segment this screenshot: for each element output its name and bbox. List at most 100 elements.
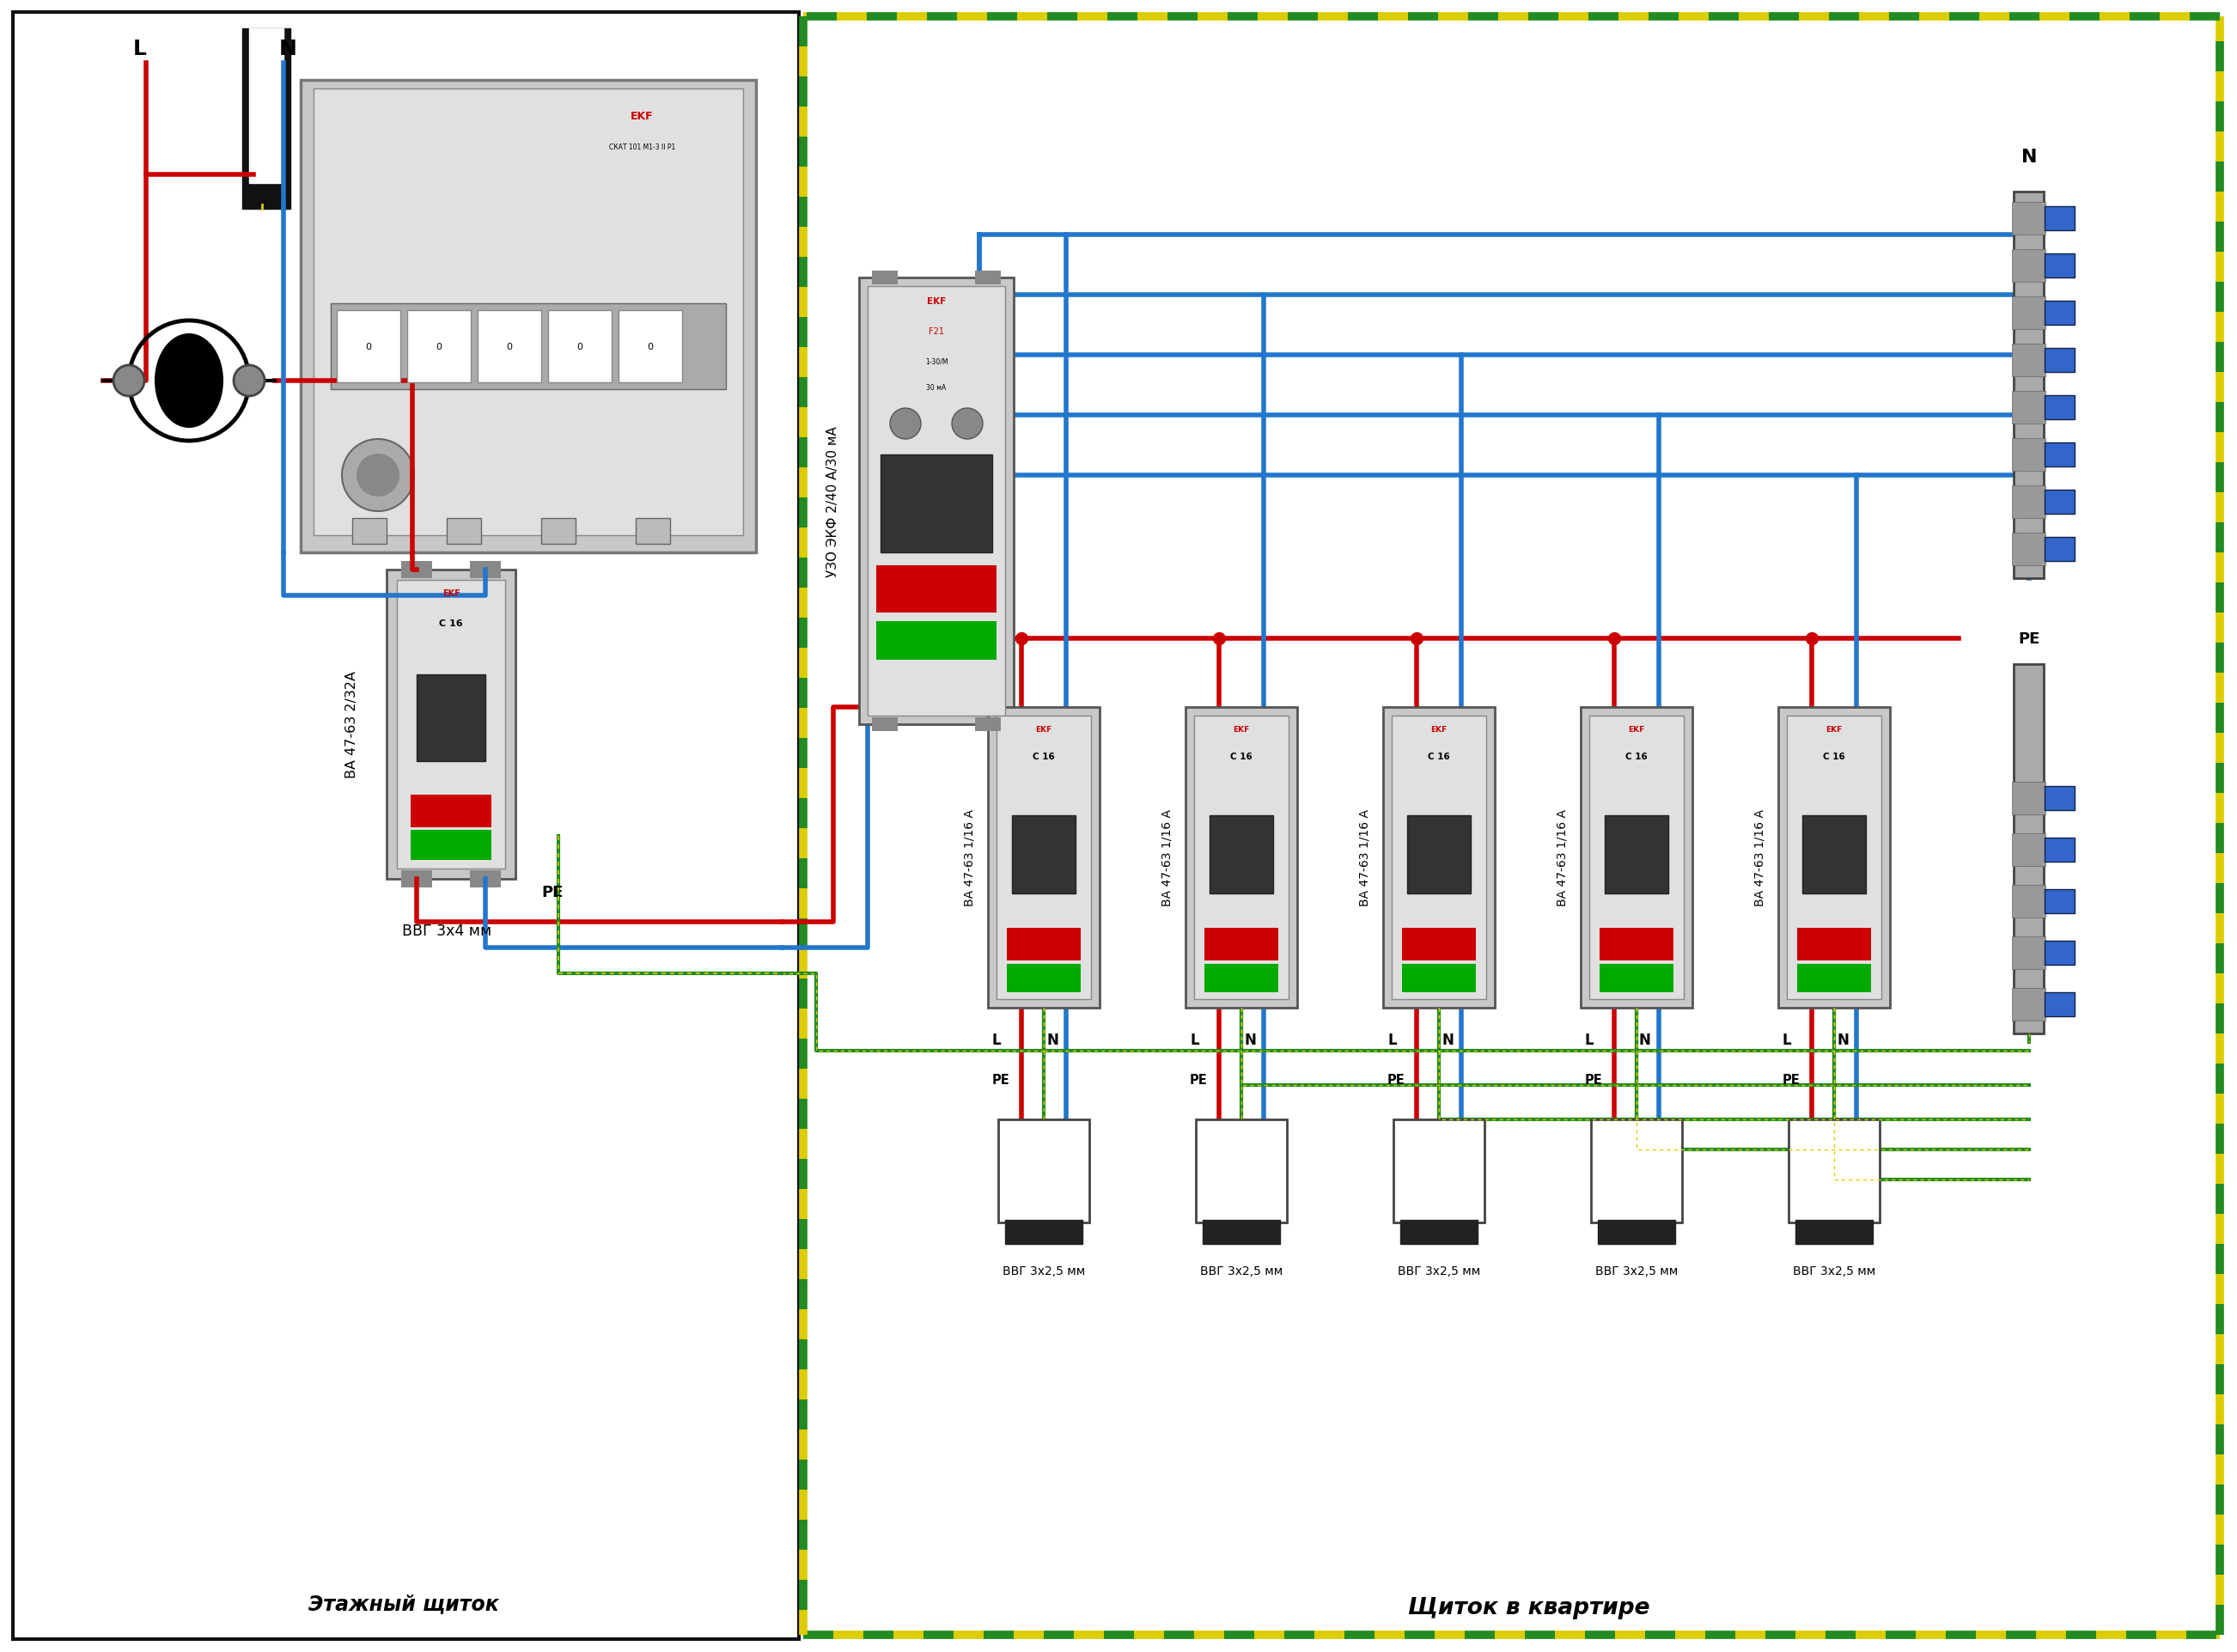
Text: L: L <box>1783 1032 1792 1047</box>
Bar <box>868 287 1004 715</box>
Bar <box>1391 715 1485 999</box>
Bar <box>1197 1120 1286 1222</box>
Text: EKF: EKF <box>1233 725 1250 733</box>
Text: PE: PE <box>1387 1074 1405 1085</box>
Bar <box>396 580 506 869</box>
Text: ВВГ 3х2,5 мм: ВВГ 3х2,5 мм <box>1792 1265 1875 1277</box>
Bar <box>1407 816 1470 894</box>
Text: СКАТ 101 М1-3 II Р1: СКАТ 101 М1-3 II Р1 <box>608 144 676 150</box>
Text: ВА 47-63 1/16 А: ВА 47-63 1/16 А <box>1754 809 1765 907</box>
Text: N: N <box>1441 1032 1454 1047</box>
Text: N: N <box>1244 1032 1255 1047</box>
Bar <box>2045 206 2074 231</box>
Bar <box>416 676 485 762</box>
Text: EKF: EKF <box>1036 725 1051 733</box>
Text: 1-30/M: 1-30/M <box>924 358 948 365</box>
Bar <box>881 454 993 553</box>
Text: EKF: EKF <box>631 111 653 122</box>
Bar <box>2011 439 2045 471</box>
Text: ВА 47-63 2/32А: ВА 47-63 2/32А <box>347 671 358 778</box>
Bar <box>351 519 387 545</box>
Text: EKF: EKF <box>443 590 461 598</box>
Bar <box>2011 203 2045 235</box>
Bar <box>479 311 541 383</box>
Bar <box>2045 786 2074 811</box>
Bar <box>872 719 897 732</box>
Bar <box>1796 928 1870 961</box>
Text: N: N <box>280 38 298 59</box>
Bar <box>400 562 432 578</box>
Bar <box>2045 349 2074 373</box>
Bar <box>2045 443 2074 468</box>
Bar <box>989 707 1101 1008</box>
Bar <box>1790 1120 1879 1222</box>
Bar <box>1604 816 1669 894</box>
Bar <box>2013 192 2045 578</box>
Bar <box>1403 928 1476 961</box>
Bar <box>877 621 995 661</box>
Bar <box>1204 1221 1280 1244</box>
Bar <box>447 519 481 545</box>
Bar <box>300 81 756 553</box>
Bar <box>995 715 1092 999</box>
Text: EKF: EKF <box>926 297 946 306</box>
Bar <box>1186 707 1297 1008</box>
Text: PE: PE <box>1783 1074 1801 1085</box>
Bar <box>2045 838 2074 862</box>
Bar <box>1787 715 1881 999</box>
Text: ВА 47-63 1/16 А: ВА 47-63 1/16 А <box>1555 809 1568 907</box>
Bar <box>2011 486 2045 519</box>
Text: EKF: EKF <box>1825 725 1843 733</box>
Text: 0: 0 <box>646 342 653 352</box>
Bar <box>2045 254 2074 278</box>
Text: L: L <box>1190 1032 1199 1047</box>
Bar <box>1582 707 1693 1008</box>
Circle shape <box>233 365 264 396</box>
Bar <box>1394 1120 1485 1222</box>
Bar <box>407 311 470 383</box>
Bar <box>2045 889 2074 914</box>
Bar <box>2045 491 2074 514</box>
Text: N: N <box>1640 1032 1651 1047</box>
Bar <box>975 271 1000 286</box>
Bar <box>470 562 501 578</box>
Bar <box>2011 781 2045 814</box>
Bar <box>1796 1221 1872 1244</box>
Bar <box>1011 816 1076 894</box>
Text: EKF: EKF <box>1432 725 1447 733</box>
Text: ВА 47-63 1/16 А: ВА 47-63 1/16 А <box>1358 809 1371 907</box>
Bar <box>313 89 743 535</box>
Bar <box>1007 928 1080 961</box>
Bar <box>1599 928 1673 961</box>
Text: ВВГ 3х4 мм: ВВГ 3х4 мм <box>403 923 492 938</box>
Circle shape <box>951 408 982 439</box>
Bar <box>1007 965 1080 993</box>
Bar <box>2011 344 2045 377</box>
Bar <box>248 30 284 183</box>
Bar <box>2013 664 2045 1034</box>
Circle shape <box>342 439 414 512</box>
Text: 0: 0 <box>577 342 584 352</box>
Text: L: L <box>1387 1032 1396 1047</box>
Text: PE: PE <box>2018 631 2040 646</box>
Bar <box>2045 301 2074 325</box>
Bar <box>242 30 291 210</box>
Text: C 16: C 16 <box>1427 752 1450 760</box>
Bar <box>1403 965 1476 993</box>
Bar <box>998 1120 1089 1222</box>
Bar <box>1591 1120 1682 1222</box>
Bar <box>338 311 400 383</box>
Text: ВВГ 3х2,5 мм: ВВГ 3х2,5 мм <box>1398 1265 1481 1277</box>
Bar <box>1204 965 1277 993</box>
Bar <box>2045 993 2074 1016</box>
Text: C 16: C 16 <box>1230 752 1253 760</box>
Text: Этажный щиток: Этажный щиток <box>309 1593 499 1614</box>
Text: C 16: C 16 <box>1033 752 1056 760</box>
Bar <box>2045 396 2074 420</box>
Text: PE: PE <box>541 884 564 900</box>
Bar <box>548 311 611 383</box>
Text: 0: 0 <box>365 342 371 352</box>
Text: ВА 47-63 1/16 А: ВА 47-63 1/16 А <box>962 809 975 907</box>
Text: PE: PE <box>1586 1074 1602 1085</box>
Bar <box>1599 965 1673 993</box>
